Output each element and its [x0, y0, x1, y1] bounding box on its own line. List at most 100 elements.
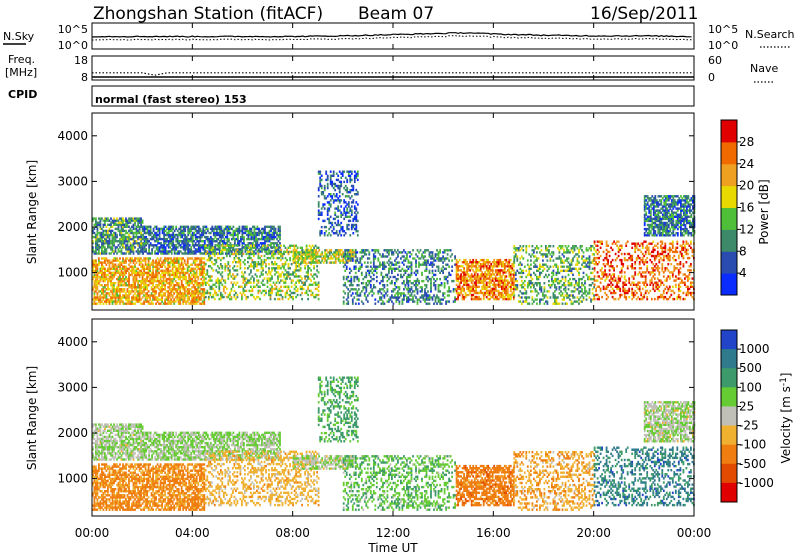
rti-cell [192, 279, 195, 283]
rti-cell [287, 285, 290, 288]
rti-cell [192, 296, 195, 299]
rti-cell [208, 244, 211, 247]
rti-cell [159, 275, 162, 279]
rti-cell [152, 294, 154, 297]
rti-cell [195, 269, 198, 272]
rti-cell [341, 174, 344, 177]
rti-cell [277, 227, 280, 231]
rti-cell [129, 259, 132, 262]
rti-cell [424, 251, 426, 254]
rti-cell [153, 286, 156, 289]
rti-cell [228, 252, 230, 255]
rti-cell [138, 231, 141, 235]
nsky-line [91, 31, 692, 38]
rti-cell [157, 229, 159, 233]
rti-cell [107, 242, 109, 245]
rti-cell [255, 233, 257, 237]
rti-cell [164, 233, 167, 237]
rti-cell [129, 269, 132, 272]
rti-cell [446, 279, 449, 283]
rti-cell [346, 178, 349, 182]
rti-cell [499, 258, 502, 262]
rti-cell [179, 294, 182, 297]
rti-cell [110, 290, 112, 293]
rti-cell [398, 302, 401, 305]
rti-cell [134, 284, 136, 287]
rti-cell [295, 253, 298, 256]
rti-cell [374, 255, 377, 258]
rti-cell [314, 287, 317, 291]
rti-cell [243, 240, 245, 243]
rti-cell [202, 229, 205, 233]
rti-cell [217, 231, 220, 235]
rti-cell [125, 277, 127, 281]
rti-cell [265, 237, 268, 241]
rti-cell [110, 223, 112, 226]
rti-cell [243, 237, 245, 241]
rti-cell [244, 279, 246, 282]
rti-cell [251, 287, 254, 291]
rti-cell [125, 246, 127, 249]
rti-cell [148, 252, 150, 255]
rti-cell [212, 248, 215, 252]
rti-cell [261, 237, 263, 241]
rti-cell [159, 257, 162, 260]
rti-cell [234, 250, 236, 253]
rti-cell [152, 246, 155, 249]
rti-cell [278, 289, 281, 293]
rti-cell [141, 246, 144, 249]
rti-cell [166, 250, 168, 253]
rti-cell [132, 217, 135, 220]
rti-cell [261, 244, 263, 247]
rti-cell [161, 294, 163, 297]
rti-cell [383, 286, 386, 289]
rti-cell [101, 296, 103, 299]
rti-cell [212, 283, 215, 286]
nsearch-label: N.Search [745, 28, 795, 41]
rti-cell [148, 250, 150, 253]
rti-cell [431, 275, 434, 279]
rti-cell [188, 275, 191, 279]
rti-cell [220, 231, 223, 235]
rti-cell [482, 295, 485, 299]
rti-cell [93, 296, 96, 299]
rti-cell [442, 298, 444, 301]
rti-cell [197, 296, 200, 299]
rti-cell [185, 237, 188, 241]
rti-cell [206, 246, 209, 249]
rti-cell [165, 271, 168, 275]
rti-cell [224, 263, 227, 266]
rti-cell [252, 244, 254, 247]
rti-cell [101, 235, 103, 239]
rti-cell [256, 275, 258, 278]
rti-cell [114, 271, 117, 275]
rti-cell [192, 298, 195, 301]
rti-cell [208, 248, 211, 251]
rti-cell [143, 237, 146, 241]
rti-cell [323, 203, 326, 206]
rti-cell [149, 229, 152, 233]
rti-cell [292, 253, 295, 256]
rti-cell [101, 269, 103, 272]
rti-cell [140, 244, 142, 247]
rti-cell [132, 244, 135, 247]
rti-cell [259, 256, 261, 260]
rti-cell [346, 195, 349, 198]
rti-cell [261, 231, 263, 235]
rti-cell [231, 233, 233, 237]
rti-cell [194, 279, 197, 283]
rti-cell [137, 282, 139, 285]
rti-cell [218, 297, 221, 301]
rti-cell [197, 277, 200, 281]
rti-cell [125, 302, 127, 305]
rti-cell [175, 240, 178, 243]
rti-cell [295, 265, 297, 268]
rti-cell [114, 298, 117, 301]
rti-cell [344, 251, 347, 254]
rti-cell [167, 257, 170, 260]
beam-label: Beam 07 [358, 4, 434, 24]
rti-cell [98, 263, 100, 266]
rti-cell [284, 291, 287, 295]
rti-cell [279, 231, 281, 235]
rti-cell [161, 284, 163, 287]
